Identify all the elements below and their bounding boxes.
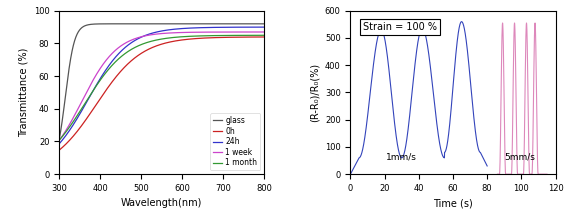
- X-axis label: Time (s): Time (s): [433, 198, 473, 208]
- Y-axis label: (R-R₀)/R₀(%): (R-R₀)/R₀(%): [309, 63, 319, 122]
- Text: 1mm/s: 1mm/s: [386, 152, 417, 161]
- Text: Strain = 100 %: Strain = 100 %: [363, 22, 437, 32]
- Text: 5mm/s: 5mm/s: [504, 152, 535, 161]
- Y-axis label: Transmittance (%): Transmittance (%): [18, 48, 28, 137]
- X-axis label: Wavelength(nm): Wavelength(nm): [121, 198, 202, 208]
- Legend: glass, 0h, 24h, 1 week, 1 month: glass, 0h, 24h, 1 week, 1 month: [210, 113, 261, 170]
